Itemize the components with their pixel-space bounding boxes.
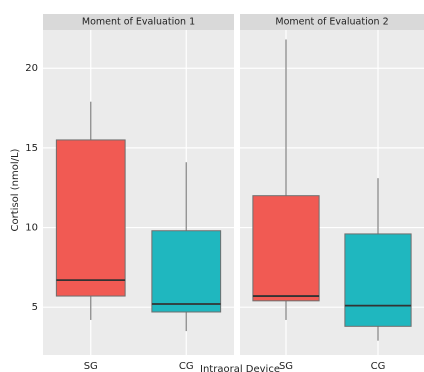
x-axis-label: Intraoral Device [200,364,280,372]
x-tick-label: SG [84,361,98,372]
y-tick-label: 15 [25,143,38,154]
x-tick-label: CG [371,361,386,372]
strip-background [43,14,234,30]
x-tick-label: CG [179,361,194,372]
box [55,139,126,297]
box [252,195,320,302]
x-tick-label: SG [279,361,293,372]
y-tick-label: 10 [25,223,38,234]
box [151,230,222,313]
y-tick-label: 5 [32,302,38,313]
y-tick-label: 20 [25,63,38,74]
box [344,233,412,327]
facet-title: Moment of Evaluation 2 [275,17,388,28]
strip-background [240,14,424,30]
facet-title: Moment of Evaluation 1 [82,17,195,28]
y-axis-label: Cortisol (nmol/L) [10,148,21,231]
